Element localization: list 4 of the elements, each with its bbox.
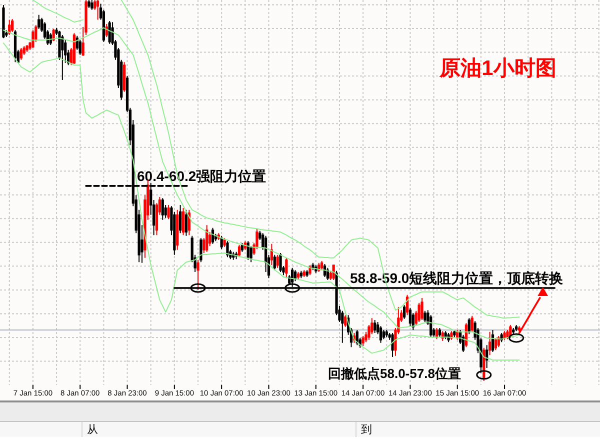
annotation: 58.8-59.0短线阻力位置，顶底转换 — [350, 270, 564, 286]
annotation: 回撤低点58.0-57.8位置 — [328, 366, 461, 381]
title: 原油1小时图 — [440, 57, 556, 80]
annotation: 60.4-60.2强阻力位置 — [137, 168, 266, 184]
